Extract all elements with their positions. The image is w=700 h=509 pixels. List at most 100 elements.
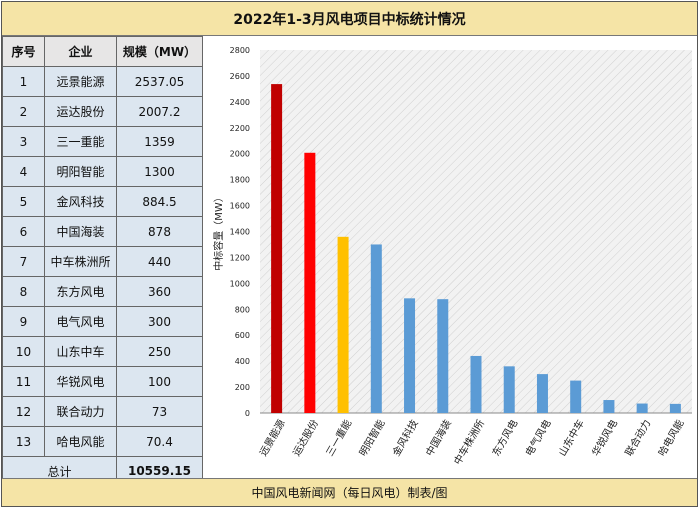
row-company: 联合动力 <box>44 396 117 427</box>
row-value: 884.5 <box>116 186 203 217</box>
row-value: 2007.2 <box>116 96 203 127</box>
row-value: 73 <box>116 396 203 427</box>
row-company: 东方风电 <box>44 276 117 307</box>
x-category-label: 运达股份 <box>291 418 321 459</box>
bar-chart: 0 200 400 600 800 1000 1200 1400 1600 1800 2000 220… <box>204 38 696 477</box>
table-row: 6 中国海装 878 <box>2 216 203 247</box>
row-value: 440 <box>116 246 203 277</box>
row-value: 360 <box>116 276 203 307</box>
bar-7 <box>470 355 482 413</box>
y-tick-label: 400 <box>235 357 250 366</box>
bar-1 <box>271 84 283 413</box>
y-tick-label: 1000 <box>230 279 250 288</box>
row-value: 100 <box>116 366 203 397</box>
row-company: 中国海装 <box>44 216 117 247</box>
row-number: 9 <box>2 306 45 337</box>
table-row: 3 三一重能 1359 <box>2 126 203 157</box>
y-tick-label: 600 <box>235 331 250 340</box>
x-category-label: 三一重能 <box>323 417 354 458</box>
row-company: 运达股份 <box>44 96 117 127</box>
x-category-label: 东方风电 <box>489 417 520 458</box>
bar-11 <box>603 400 615 413</box>
y-tick-label: 2200 <box>230 124 250 133</box>
header-value: 规模（MW） <box>116 36 203 67</box>
x-category-label: 哈电风能 <box>655 417 686 458</box>
row-number: 13 <box>2 426 45 457</box>
y-axis-title: 中标容量（MW） <box>212 192 225 271</box>
row-number: 3 <box>2 126 45 157</box>
bar-4 <box>370 244 382 413</box>
row-number: 6 <box>2 216 45 247</box>
y-tick-label: 1200 <box>230 253 250 262</box>
bar-5 <box>404 298 416 413</box>
row-number: 8 <box>2 276 45 307</box>
row-value: 2537.05 <box>116 66 203 97</box>
row-number: 11 <box>2 366 45 397</box>
x-category-label: 中车株洲所 <box>451 417 487 467</box>
y-tick-label: 1800 <box>230 176 250 185</box>
y-tick-label: 2000 <box>230 150 250 159</box>
bar-9 <box>536 374 548 413</box>
bar-13 <box>669 403 681 413</box>
row-company: 哈电风能 <box>44 426 117 457</box>
row-value: 1300 <box>116 156 203 187</box>
x-category-label: 明阳智能 <box>356 417 387 458</box>
x-category-label: 中国海装 <box>423 417 454 458</box>
row-number: 1 <box>2 66 45 97</box>
row-company: 金风科技 <box>44 186 117 217</box>
table-row: 10 山东中车 250 <box>2 336 203 367</box>
row-value: 1359 <box>116 126 203 157</box>
bar-10 <box>570 380 582 413</box>
row-number: 10 <box>2 336 45 367</box>
row-company: 远景能源 <box>44 66 117 97</box>
row-company: 中车株洲所 <box>44 246 117 277</box>
header-no: 序号 <box>2 36 45 67</box>
row-company: 华锐风电 <box>44 366 117 397</box>
table-row: 11 华锐风电 100 <box>2 366 203 397</box>
x-category-label: 远景能源 <box>257 417 288 458</box>
bar-8 <box>503 366 515 413</box>
table-header-row: 序号 企业 规模（MW） <box>2 36 203 67</box>
y-tick-label: 1600 <box>230 202 250 211</box>
table-row: 1 远景能源 2537.05 <box>2 66 203 97</box>
y-tick-label: 1400 <box>230 228 250 237</box>
table-row: 5 金风科技 884.5 <box>2 186 203 217</box>
x-category-label: 电气风电 <box>522 417 553 458</box>
table-row: 9 电气风电 300 <box>2 306 203 337</box>
row-company: 山东中车 <box>44 336 117 367</box>
y-tick-label: 2400 <box>230 98 250 107</box>
y-tick-label: 2800 <box>230 46 250 55</box>
table-row: 8 东方风电 360 <box>2 276 203 307</box>
y-tick-label: 0 <box>245 409 250 418</box>
x-category-label: 金风科技 <box>389 417 420 458</box>
row-number: 5 <box>2 186 45 217</box>
x-category-label: 山东中车 <box>556 417 587 458</box>
data-table: 序号 企业 规模（MW） 1 远景能源 2537.05 2 运达股份 2007.2 3 三一重… <box>2 36 203 486</box>
row-number: 2 <box>2 96 45 127</box>
row-number: 7 <box>2 246 45 277</box>
x-category-label: 联合动力 <box>622 417 653 458</box>
row-company: 电气风电 <box>44 306 117 337</box>
table-row: 13 哈电风能 70.4 <box>2 426 203 457</box>
row-value: 878 <box>116 216 203 247</box>
plot-background <box>260 50 692 413</box>
row-value: 300 <box>116 306 203 337</box>
table-row: 7 中车株洲所 440 <box>2 246 203 277</box>
bar-12 <box>636 403 648 413</box>
row-number: 12 <box>2 396 45 427</box>
chart-svg: 0 200 400 600 800 1000 1200 1400 1600 1800 2000 220… <box>212 46 692 467</box>
table-row: 12 联合动力 73 <box>2 396 203 427</box>
header-company: 企业 <box>44 36 117 67</box>
y-tick-label: 2600 <box>230 72 250 81</box>
y-tick-label: 200 <box>235 383 250 392</box>
table-row: 2 运达股份 2007.2 <box>2 96 203 127</box>
x-category-label: 华锐风电 <box>589 417 620 458</box>
bar-6 <box>437 299 449 413</box>
row-number: 4 <box>2 156 45 187</box>
row-company: 明阳智能 <box>44 156 117 187</box>
row-value: 70.4 <box>116 426 203 457</box>
y-tick-label: 800 <box>235 305 250 314</box>
bar-3 <box>337 236 349 413</box>
table-row: 4 明阳智能 1300 <box>2 156 203 187</box>
